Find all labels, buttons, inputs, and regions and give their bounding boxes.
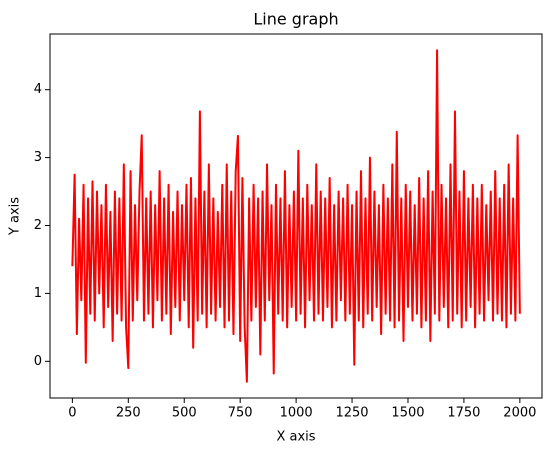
x-tick-label: 500: [172, 406, 197, 421]
y-tick-label: 3: [34, 150, 42, 165]
x-tick-label: 1500: [391, 406, 424, 421]
x-tick-label: 1250: [335, 406, 368, 421]
y-tick-label: 2: [34, 218, 42, 233]
chart-title: Line graph: [253, 10, 338, 29]
y-tick-label: 4: [34, 82, 42, 97]
y-tick-label: 1: [34, 286, 42, 301]
x-tick-label: 2000: [503, 406, 536, 421]
x-axis-label: X axis: [276, 430, 315, 445]
y-tick-label: 0: [34, 354, 42, 369]
y-axis-label: Y axis: [8, 197, 23, 236]
x-tick-label: 250: [116, 406, 141, 421]
x-tick-label: 750: [228, 406, 253, 421]
data-line: [71, 49, 521, 383]
x-tick-label: 0: [68, 406, 76, 421]
x-tick-label: 1000: [280, 406, 313, 421]
x-tick-label: 1750: [447, 406, 480, 421]
